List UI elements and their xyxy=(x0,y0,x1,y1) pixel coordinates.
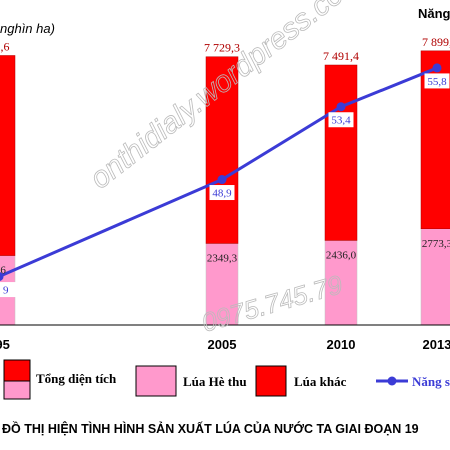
legend-swatch-total-top xyxy=(3,359,31,382)
yield-point-2 xyxy=(336,102,346,112)
y2-axis-label: Năng xyxy=(418,6,450,21)
yield-label-0: 9 xyxy=(3,285,9,297)
yield-point-1 xyxy=(217,175,227,185)
bar-he-thu-2 xyxy=(324,240,358,326)
y-axis-unit-label: nghìn ha) xyxy=(0,21,55,36)
label-total-2: 7 491,4 xyxy=(323,49,359,63)
legend-label-total: Tổng diện tích xyxy=(36,371,117,386)
bar-lua-khac-2 xyxy=(324,64,358,241)
chart-title: ĐỒ THỊ HIỆN TÌNH HÌNH SẢN XUẤT LÚA CỦA N… xyxy=(2,421,419,436)
yield-label-box-2 xyxy=(328,112,354,128)
legend-swatch-lua-khac xyxy=(255,365,287,397)
x-tick-label-1: 2005 xyxy=(208,337,237,352)
yield-label-3: 55,8 xyxy=(427,76,447,88)
label-he-thu-3: 2773,3 xyxy=(422,238,450,250)
bar-lua-khac-1 xyxy=(205,56,239,244)
x-tick-label-2: 2010 xyxy=(327,337,356,352)
x-tick-label-3: 2013 xyxy=(423,337,450,352)
bar-lua-khac-0 xyxy=(0,55,16,256)
legend-label-yield: Năng s xyxy=(412,374,450,389)
yield-label-box-1 xyxy=(209,185,235,201)
yield-label-box-0 xyxy=(0,282,19,298)
yield-point-0 xyxy=(0,272,4,281)
label-total-0: 65,6 xyxy=(0,39,10,53)
legend-swatch-he-thu xyxy=(135,365,177,397)
yield-label-box-3 xyxy=(424,73,450,89)
legend-label-lua-khac: Lúa khác xyxy=(294,374,347,389)
yield-point-3 xyxy=(432,63,442,73)
legend-swatch-yield-dot xyxy=(387,376,397,386)
bar-he-thu-1 xyxy=(205,243,239,326)
label-he-thu-2: 2436,0 xyxy=(326,249,357,261)
yield-label-1: 48,9 xyxy=(212,188,232,200)
legend-swatch-total-bottom xyxy=(3,380,31,400)
label-he-thu-1: 2349,3 xyxy=(207,252,238,264)
label-total-1: 7 729,3 xyxy=(204,41,240,55)
x-tick-label-0: 995 xyxy=(0,337,10,352)
yield-label-2: 53,4 xyxy=(331,115,351,127)
legend-label-he-thu: Lúa Hè thu xyxy=(183,374,247,389)
label-he-thu-0: 5,6 xyxy=(0,265,6,277)
label-total-3: 7 899, xyxy=(422,35,450,49)
yield-line xyxy=(0,66,438,278)
bar-he-thu-3 xyxy=(420,228,450,326)
